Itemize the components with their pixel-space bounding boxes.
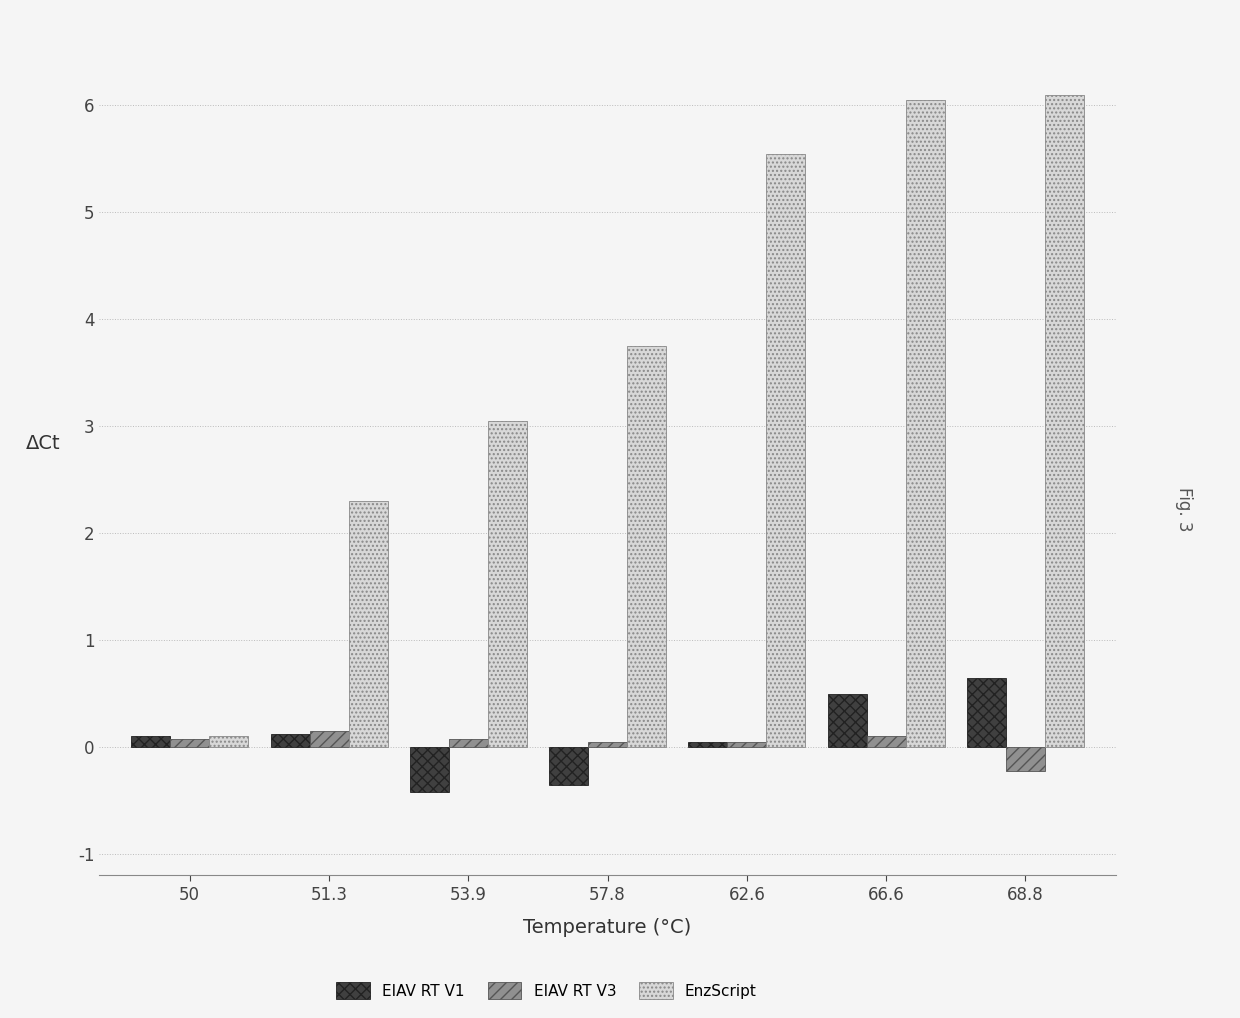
- X-axis label: Temperature (°C): Temperature (°C): [523, 918, 692, 937]
- Bar: [588, 742, 627, 747]
- Legend: EIAV RT V1, EIAV RT V3, EnzScript: EIAV RT V1, EIAV RT V3, EnzScript: [330, 976, 763, 1005]
- Bar: [867, 736, 905, 747]
- Bar: [348, 501, 388, 747]
- Bar: [1006, 747, 1045, 771]
- Bar: [270, 734, 310, 747]
- Bar: [549, 747, 588, 785]
- Bar: [487, 420, 527, 747]
- Bar: [728, 742, 766, 747]
- Bar: [967, 678, 1006, 747]
- Bar: [170, 739, 210, 747]
- Y-axis label: ΔCt: ΔCt: [26, 434, 61, 453]
- Bar: [766, 154, 806, 747]
- Bar: [827, 693, 867, 747]
- Bar: [310, 731, 348, 747]
- Text: Fig. 3: Fig. 3: [1176, 487, 1193, 531]
- Bar: [688, 742, 728, 747]
- Bar: [905, 100, 945, 747]
- Bar: [1045, 95, 1084, 747]
- Bar: [627, 346, 666, 747]
- Bar: [409, 747, 449, 792]
- Bar: [210, 736, 248, 747]
- Bar: [449, 739, 487, 747]
- Bar: [131, 736, 170, 747]
